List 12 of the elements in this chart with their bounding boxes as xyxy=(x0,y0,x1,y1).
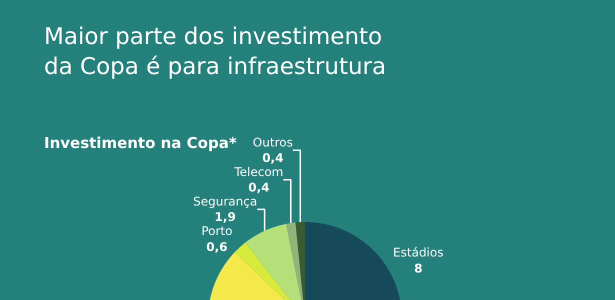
slice-label: Segurança xyxy=(193,194,258,209)
data-label: 0,6 xyxy=(206,240,228,254)
data-label: 0,4 xyxy=(262,151,284,166)
chart-subtitle: Investimento na Copa* xyxy=(44,134,237,152)
data-label: 1,9 xyxy=(214,210,236,224)
chart-title: Maior parte dos investimento da Copa é para infraestrutura xyxy=(44,24,386,80)
data-label: 0,4 xyxy=(248,180,270,195)
slice-label: Telecom xyxy=(233,165,284,180)
slice-label: Outros xyxy=(252,135,293,150)
slice-label: Porto xyxy=(201,224,232,238)
slice-label: Estádios xyxy=(393,246,444,260)
data-label: 8 xyxy=(414,261,422,276)
